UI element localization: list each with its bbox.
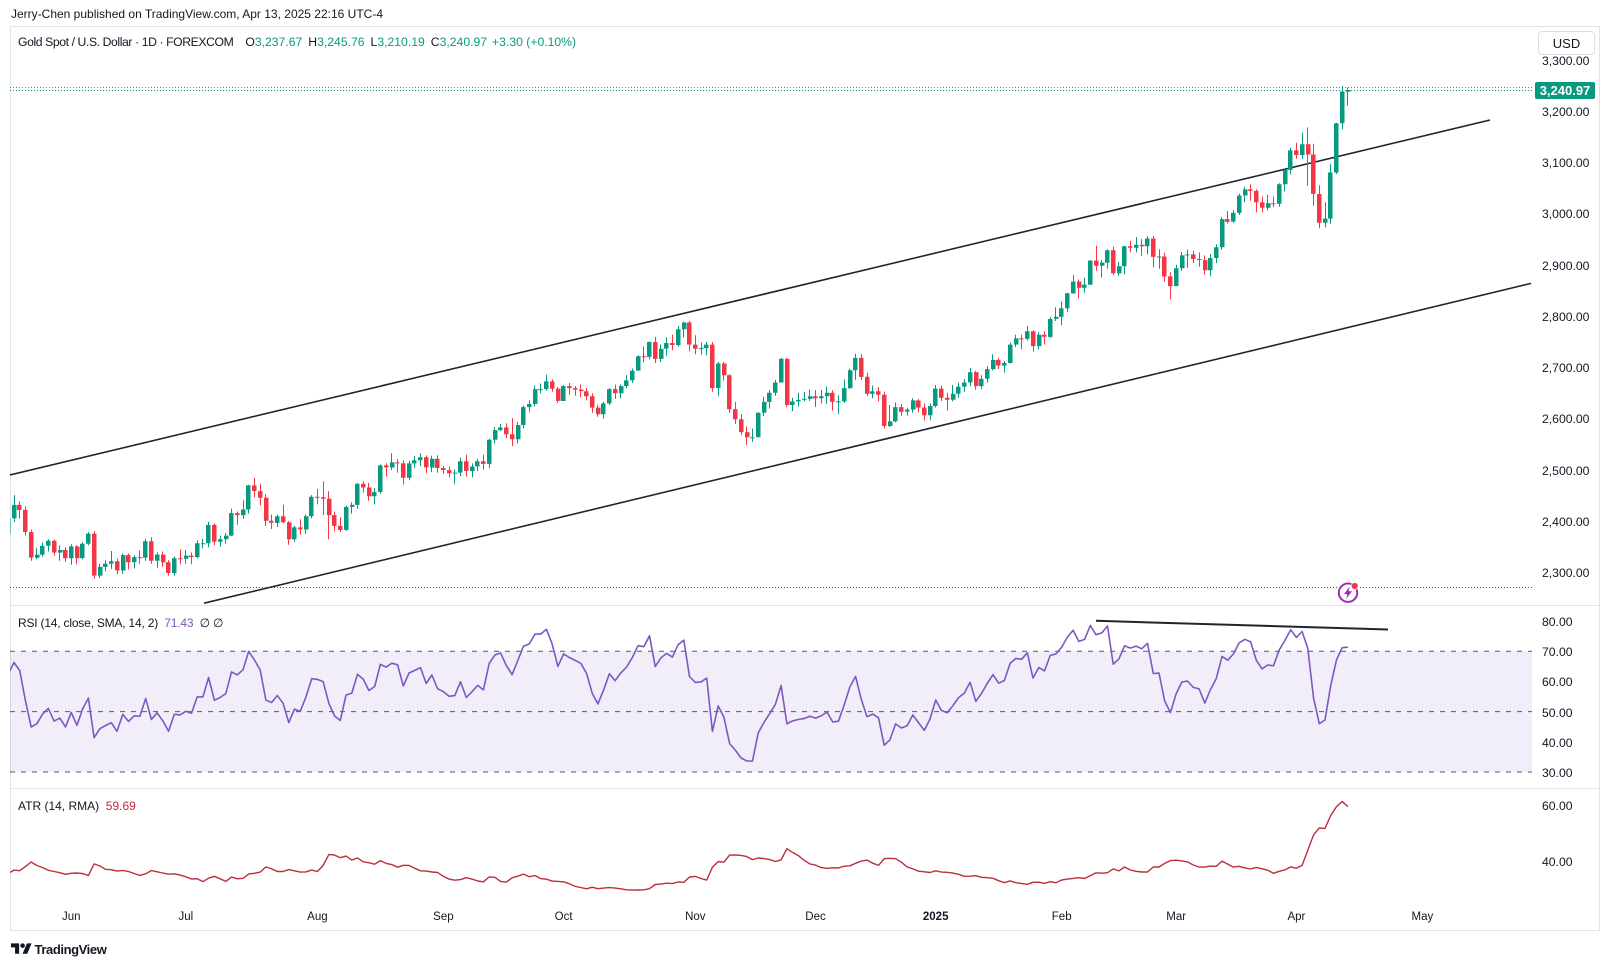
svg-text:TradingView: TradingView	[35, 942, 108, 957]
